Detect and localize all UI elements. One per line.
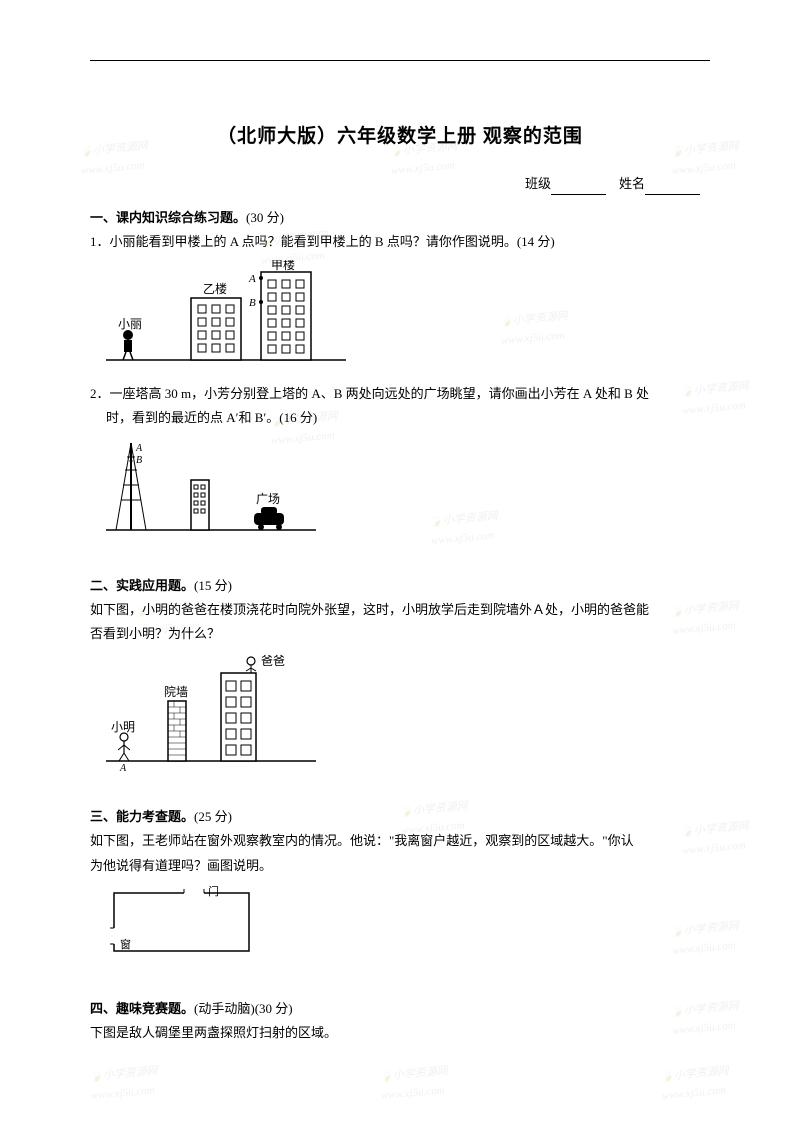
- question-1-2: 2．一座塔高 30 m，小芳分别登上塔的 A、B 两处向远处的广场眺望，请你画出…: [90, 383, 710, 405]
- section-3-heading: 三、能力考查题。(25 分): [90, 806, 710, 828]
- xiaoming-label: 小明: [111, 720, 135, 734]
- yilou-label: 乙楼: [203, 281, 227, 296]
- men-label: 门: [208, 884, 219, 898]
- student-info-row: 班级 姓名: [90, 173, 710, 195]
- question-1-2-cont: 时，看到的最近的点 A′和 B′。(16 分): [90, 407, 710, 429]
- section-3-title: 三、能力考查题。: [90, 809, 194, 824]
- section-1-title: 一、课内知识综合练习题。: [90, 210, 246, 225]
- section-3-desc2: 为他说得有道理吗？画图说明。: [90, 855, 710, 877]
- section-3-points: (25 分): [194, 809, 232, 824]
- tower-point-b: B: [136, 455, 142, 466]
- jialou-label: 甲楼: [271, 260, 295, 272]
- baba-label: 爸爸: [261, 654, 285, 668]
- class-input-line[interactable]: [551, 181, 606, 195]
- watermark: 🍃小学资源网www.xj5u.com: [379, 1062, 451, 1105]
- name-label: 姓名: [619, 176, 645, 191]
- point-b-label: B: [249, 297, 256, 309]
- section-4-points: (30 分): [255, 1001, 293, 1016]
- top-divider: [90, 60, 710, 61]
- page-title: （北师大版）六年级数学上册 观察的范围: [90, 121, 710, 153]
- xiaoli-label: 小丽: [118, 317, 142, 331]
- guangchang-label: 广场: [256, 492, 280, 506]
- section-2-desc1: 如下图，小明的爸爸在楼顶浇花时向院外张望，这时，小明放学后走到院墙外Ａ处，小明的…: [90, 599, 710, 621]
- section-2-heading: 二、实践应用题。(15 分): [90, 575, 710, 597]
- section-3-desc1: 如下图，王老师站在窗外观察教室内的情况。他说："我离窗户越近，观察到的区域越大。…: [90, 830, 710, 852]
- point-a-label: A: [248, 273, 256, 285]
- section-4-subtitle: (动手动脑): [194, 1001, 255, 1016]
- figure-3: 小明 A 院墙 爸爸: [106, 651, 710, 778]
- chuang-label: 窗: [120, 937, 131, 951]
- section-1-heading: 一、课内知识综合练习题。(30 分): [90, 207, 710, 229]
- watermark: 🍃小学资源网www.xj5u.com: [660, 1062, 732, 1105]
- question-1-1: 1．小丽能看到甲楼上的 A 点吗？能看到甲楼上的 B 点吗？请你作图说明。(14…: [90, 231, 710, 253]
- figure-1: 小丽 乙楼 甲楼 A B: [106, 260, 710, 377]
- watermark: 🍃小学资源网www.xj5u.com: [89, 1062, 161, 1105]
- section-2-desc2: 否看到小明？为什么？: [90, 623, 710, 645]
- name-input-line[interactable]: [645, 181, 700, 195]
- section-4-title: 四、趣味竞赛题。: [90, 1001, 194, 1016]
- section-2-points: (15 分): [194, 578, 232, 593]
- fig3-point-a: A: [119, 763, 127, 771]
- section-1-points: (30 分): [246, 210, 284, 225]
- figure-4: 门 窗: [106, 883, 710, 970]
- figure-2: A B 广场: [106, 435, 710, 547]
- section-4-desc: 下图是敌人碉堡里两盏探照灯扫射的区域。: [90, 1022, 710, 1044]
- yuanqiang-label: 院墙: [164, 685, 188, 699]
- section-2-title: 二、实践应用题。: [90, 578, 194, 593]
- section-4-heading: 四、趣味竞赛题。(动手动脑)(30 分): [90, 998, 710, 1020]
- class-label: 班级: [525, 176, 551, 191]
- tower-point-a: A: [135, 443, 143, 454]
